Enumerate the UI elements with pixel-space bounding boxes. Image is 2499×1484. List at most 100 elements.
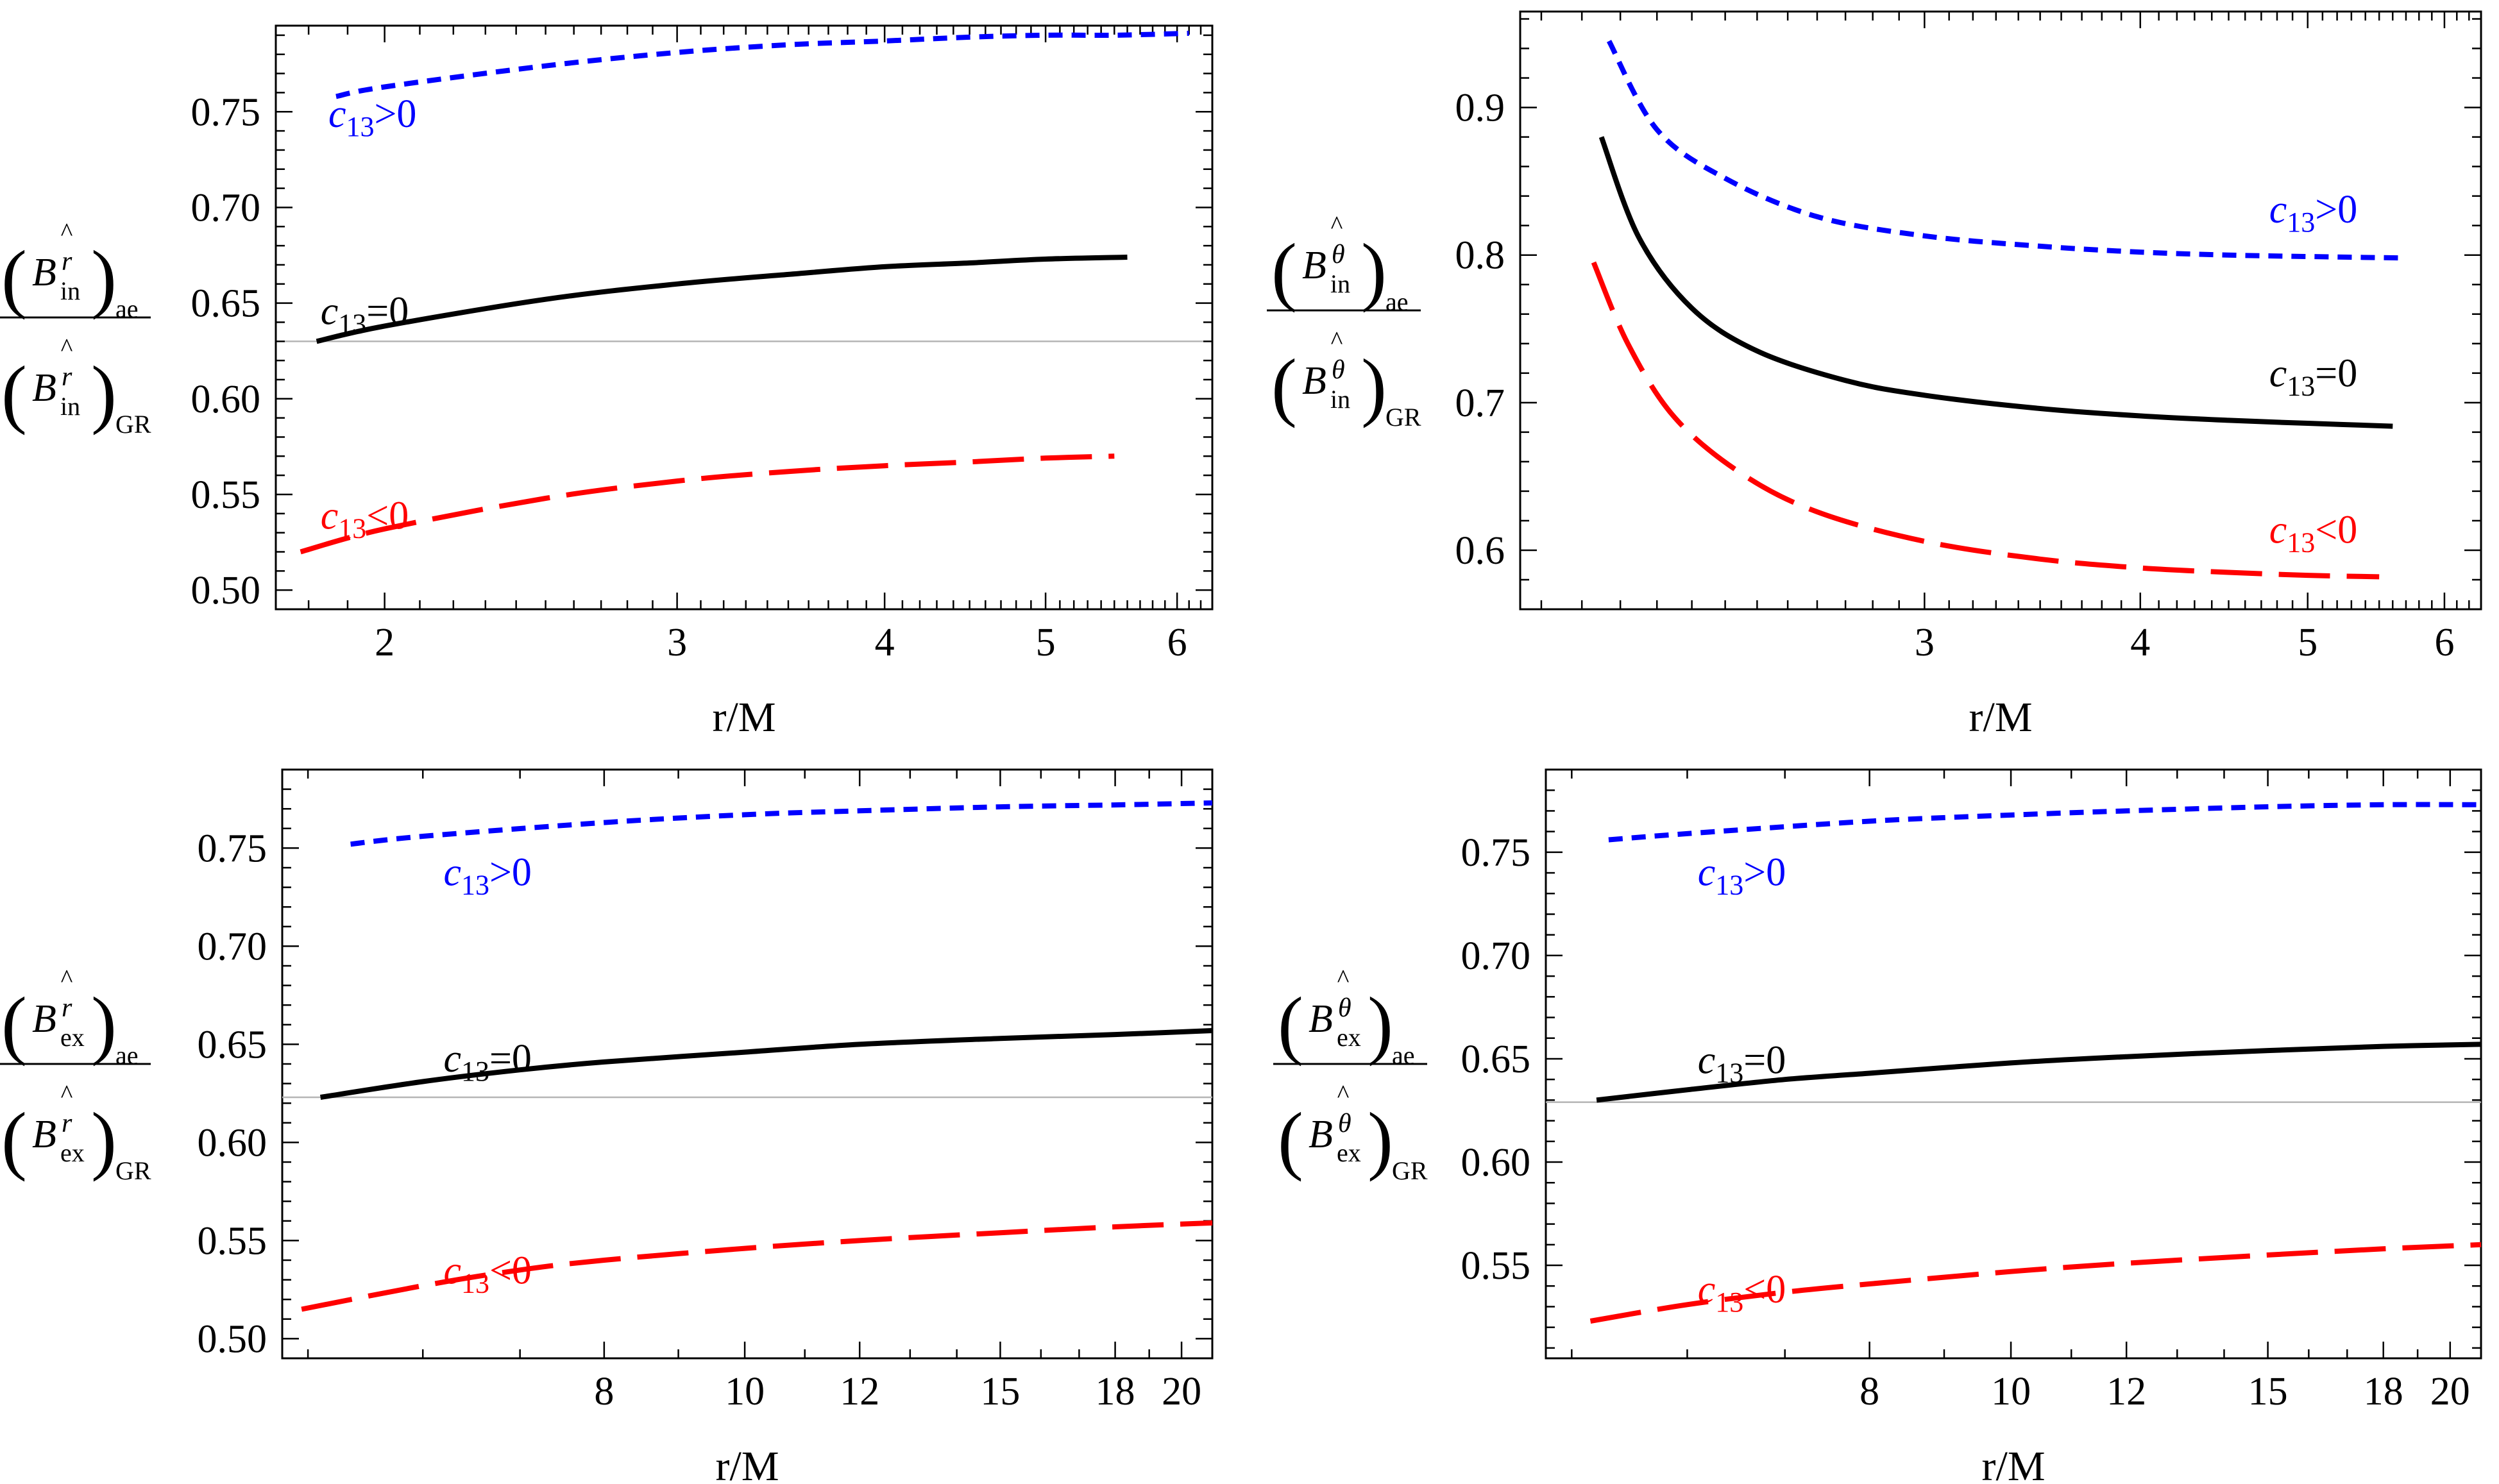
series-line-negative [1591, 261, 2380, 580]
y-label-hat: ^ [61, 217, 73, 246]
y-label-denominator-subscript: GR [1392, 1156, 1428, 1185]
plot-frame [1545, 768, 2482, 1360]
y-label-symbol: B [1302, 359, 1326, 403]
y-tick-label: 0.9 [1455, 87, 1505, 130]
y-label-paren-close: ) [91, 235, 117, 320]
y-tick-label: 0.75 [1461, 831, 1531, 875]
y-label-paren-close: ) [91, 350, 117, 435]
y-tick-label: 0.55 [198, 1219, 267, 1263]
y-tick-label: 0.60 [1461, 1141, 1531, 1185]
y-tick-label: 0.7 [1455, 382, 1505, 425]
y-tick-label: 0.55 [191, 473, 261, 517]
y-tick-label: 0.75 [191, 90, 261, 134]
x-tick-label: 15 [980, 1370, 1020, 1413]
y-label-superscript: θ [1332, 355, 1345, 385]
x-tick-label: 8 [1859, 1370, 1879, 1413]
y-label-subscript: ex [1337, 1138, 1361, 1167]
y-tick-label: 0.55 [1461, 1244, 1531, 1288]
y-label-hat: ^ [1337, 1079, 1350, 1108]
series-label-negative: c13<0 [2269, 508, 2358, 558]
y-label-subscript: ex [1337, 1023, 1361, 1052]
y-label-subscript: in [60, 392, 80, 421]
y-axis-label: (^B θin)ae(^B θin)GR [1267, 210, 1421, 432]
chart-panel-top-right: 0.60.70.80.93 4 5 6r/M(^B θin)ae(^B θin)GRc13… [1267, 10, 2482, 741]
plot-frame [1519, 10, 2482, 611]
y-label-paren-open: ( [1, 981, 27, 1067]
x-tick-label: 12 [2106, 1370, 2146, 1413]
x-tick-label: 10 [725, 1370, 765, 1413]
y-label-paren-close: ) [91, 981, 117, 1067]
series-label-negative: c13<0 [321, 494, 409, 544]
chart-panel-bottom-left: 0.50 0.55 0.60 0.65 0.70 0.75 8 10 12 15 18 20 r/M ( ^… [0, 768, 1214, 1484]
x-tick-label: 15 [2248, 1370, 2288, 1413]
y-axis-label: (^B rex)ae(^B rex)GR [0, 964, 151, 1185]
y-axis-label: (^B rin)ae(^B rin)GR [0, 217, 151, 439]
y-label-paren-open: ( [1271, 228, 1297, 313]
x-tick-label: 4 [875, 621, 895, 664]
y-label-hat: ^ [1337, 964, 1350, 993]
plot-frame [281, 768, 1214, 1360]
y-tick-label: 0.50 [191, 569, 261, 612]
series-label-negative: c13<0 [443, 1249, 532, 1299]
y-label-paren-close: ) [1361, 228, 1387, 313]
y-tick-label: 0.50 [198, 1317, 267, 1361]
y-tick-label: 0.75 [198, 827, 267, 870]
y-label-subscript: in [1330, 269, 1350, 298]
x-tick-label: 20 [2430, 1370, 2470, 1413]
y-label-paren-close: ) [1361, 343, 1387, 428]
y-tick-label: 0.6 [1455, 529, 1505, 573]
x-tick-label: 6 [2434, 621, 2454, 664]
series-label-zero: c13=0 [1698, 1038, 1786, 1088]
y-label-hat: ^ [61, 964, 73, 993]
series-label-positive: c13>0 [2269, 188, 2358, 238]
y-tick-label: 0.65 [1461, 1038, 1531, 1081]
series-label-positive: c13>0 [328, 92, 417, 142]
y-label-paren-close: ) [91, 1097, 117, 1182]
chart-panel-bottom-right: 0.550.600.650.700.758 10 12 15 18 20r/M(^B θex… [1273, 768, 2482, 1484]
series-line-negative [301, 1220, 1213, 1312]
y-tick-label: 0.70 [198, 925, 267, 968]
y-label-paren-open: ( [1, 350, 27, 435]
y-label-numerator-subscript: ae [115, 1041, 139, 1070]
y-label-symbol: B [32, 366, 56, 410]
series-label-zero: c13=0 [2269, 352, 2358, 402]
y-label-paren-open: ( [1278, 981, 1303, 1067]
y-label-symbol: B [1309, 997, 1333, 1041]
series-label-zero: c13=0 [443, 1037, 532, 1087]
y-tick-label: 0.8 [1455, 234, 1505, 278]
y-label-paren-open: ( [1, 1097, 27, 1182]
y-tick-label: 0.60 [191, 378, 261, 421]
x-tick-label: 2 [375, 621, 394, 664]
y-label-hat: ^ [61, 1079, 73, 1108]
series-line-zero [316, 255, 1128, 344]
x-tick-label: 18 [1096, 1370, 1135, 1413]
y-label-superscript: r [62, 362, 72, 392]
x-tick-label: 10 [1991, 1370, 2031, 1413]
x-tick-label: 5 [1036, 621, 1056, 664]
x-tick-label: 4 [2130, 621, 2150, 664]
series-label-positive: c13>0 [443, 851, 532, 901]
y-label-hat: ^ [61, 333, 73, 362]
y-tick-label: 0.70 [1461, 934, 1531, 978]
x-tick-label: 18 [2364, 1370, 2403, 1413]
y-label-symbol: B [32, 997, 56, 1041]
y-label-superscript: θ [1338, 993, 1351, 1023]
y-tick-label: 0.65 [198, 1023, 267, 1067]
y-label-symbol: B [1309, 1113, 1333, 1156]
x-tick-label: 8 [594, 1370, 614, 1413]
y-label-paren-close: ) [1368, 1097, 1393, 1182]
y-label-denominator-subscript: GR [115, 1156, 151, 1185]
x-axis-label: r/M [716, 1443, 779, 1484]
y-tick-label: 0.60 [198, 1121, 267, 1165]
y-label-subscript: ex [60, 1138, 85, 1167]
y-label-subscript: in [60, 276, 80, 305]
x-tick-label: 12 [840, 1370, 879, 1413]
series-line-zero [1598, 136, 2393, 429]
y-label-paren-open: ( [1271, 343, 1297, 428]
y-label-subscript: ex [60, 1023, 85, 1052]
x-tick-label: 20 [1162, 1370, 1201, 1413]
series-line-negative [300, 453, 1115, 555]
x-tick-label: 3 [667, 621, 687, 664]
x-axis-label: r/M [713, 694, 776, 741]
y-tick-label: 0.70 [191, 186, 261, 230]
